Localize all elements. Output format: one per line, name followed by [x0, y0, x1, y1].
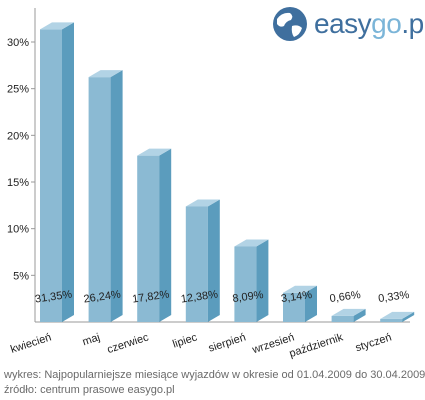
- x-tick-label: sierpień: [207, 331, 247, 354]
- data-label: 26,24%: [83, 288, 122, 305]
- bar-side: [402, 311, 415, 322]
- x-tick-label: kwiecień: [9, 331, 53, 355]
- bar-top: [380, 311, 415, 319]
- bar-side: [353, 308, 366, 322]
- bar-front: [331, 315, 354, 322]
- data-label: 3,14%: [280, 289, 313, 305]
- y-tick-label: 10%: [7, 224, 29, 236]
- footer: wykres: Najpopularniejsze miesiące wyjaz…: [4, 368, 425, 398]
- x-tick-label: maj: [81, 331, 102, 348]
- bar-top: [88, 70, 123, 78]
- x-tick-label: czerwiec: [106, 331, 151, 356]
- bar-top: [331, 308, 366, 316]
- bar-top: [40, 22, 74, 30]
- y-tick-label: 25%: [7, 84, 29, 96]
- bar-front: [137, 155, 160, 322]
- bar-front: [380, 318, 403, 322]
- bar-side: [62, 22, 74, 323]
- footer-caption: wykres: Najpopularniejsze miesiące wyjaz…: [4, 369, 425, 381]
- bar-front: [40, 29, 62, 323]
- y-tick-label: 20%: [7, 130, 29, 142]
- footer-source: źródło: centrum prasowe easygo.pl: [4, 384, 175, 396]
- data-label: 12,38%: [180, 288, 219, 305]
- bar-top: [185, 199, 220, 207]
- x-tick-label: październik: [288, 331, 345, 360]
- bar-front: [234, 246, 257, 322]
- bar-top: [137, 148, 172, 156]
- bar-front: [283, 292, 305, 322]
- data-label: 0,66%: [329, 289, 362, 305]
- logo: easygo.pl: [270, 4, 425, 44]
- bar-front: [185, 206, 208, 322]
- data-label: 17,82%: [131, 288, 170, 305]
- y-tick-label: 5%: [13, 270, 29, 282]
- y-tick-label: 15%: [7, 177, 29, 189]
- data-label: 8,09%: [232, 289, 265, 305]
- bar-top: [234, 239, 269, 247]
- bar-side: [110, 70, 123, 323]
- bar-side: [305, 285, 317, 322]
- bar-side: [256, 239, 269, 322]
- logo-text: easygo.pl: [314, 8, 425, 39]
- data-label: 0,33%: [377, 289, 410, 305]
- x-tick-label: styczeń: [354, 331, 393, 354]
- bar-side: [207, 199, 220, 322]
- data-label: 31,35%: [34, 288, 73, 305]
- bar-front: [88, 77, 111, 323]
- x-tick-label: lipiec: [171, 331, 199, 350]
- y-tick-label: 30%: [7, 37, 29, 49]
- bar-top: [283, 285, 317, 293]
- bar-side: [159, 148, 172, 322]
- globe-icon: [273, 7, 307, 41]
